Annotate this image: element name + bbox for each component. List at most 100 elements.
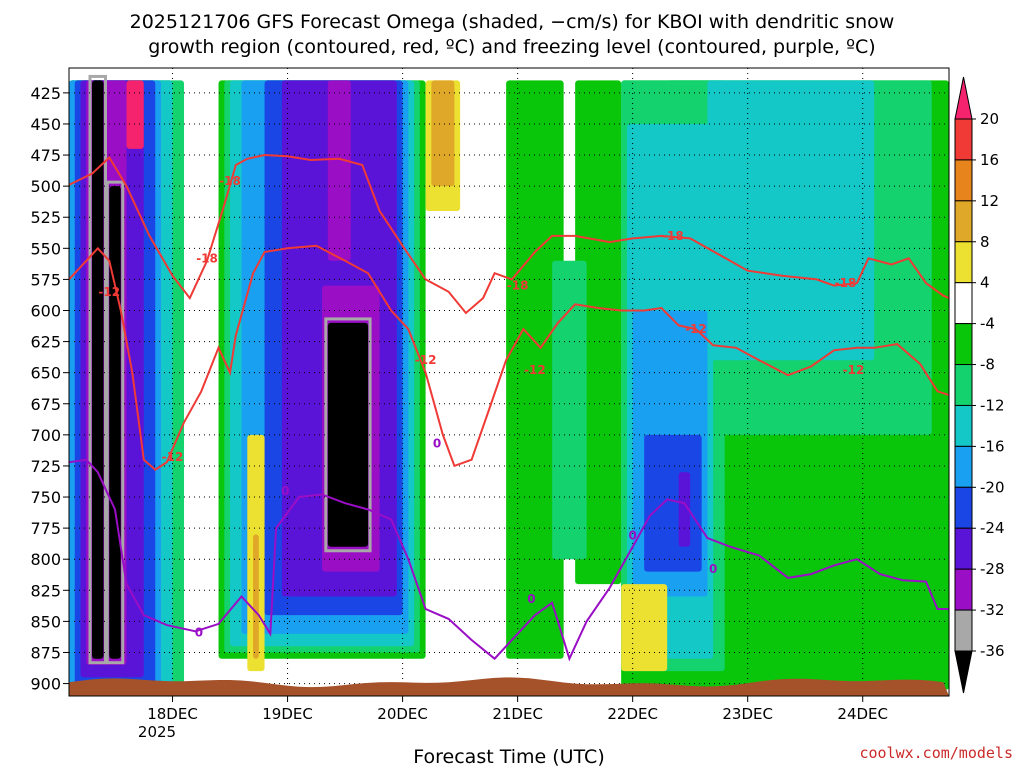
red-contour-label-7: -18 bbox=[662, 229, 684, 243]
purple-contour-label-0: 0 bbox=[195, 626, 203, 640]
colorbar-label-9: -20 bbox=[980, 478, 1005, 496]
omega-band-8-1 bbox=[253, 534, 259, 659]
colorbar-swatch-3 bbox=[954, 200, 973, 243]
omega-band-m36-0 bbox=[92, 80, 104, 659]
red-contour-label-0: -18 bbox=[219, 174, 241, 188]
colorbar-label-8: -16 bbox=[980, 437, 1005, 455]
purple-contour-label-1: 0 bbox=[281, 484, 289, 498]
colorbar-swatch-8 bbox=[954, 404, 973, 447]
colorbar-swatch-10 bbox=[954, 486, 973, 529]
purple-contour-label-2: 0 bbox=[433, 437, 441, 451]
omega-band-m8-2 bbox=[506, 80, 564, 659]
red-contour-label-2: -12 bbox=[98, 285, 120, 299]
colorbar-label-6: -8 bbox=[980, 356, 995, 374]
red-contour-label-8: -12 bbox=[685, 322, 707, 336]
red-contour-label-3: -12 bbox=[162, 450, 184, 464]
y-tick-label-675: 675 bbox=[30, 395, 61, 414]
omega-band-m24-2 bbox=[644, 434, 702, 572]
omega-band-m36-2 bbox=[327, 322, 369, 547]
colorbar-swatch-11 bbox=[954, 527, 973, 570]
colorbar-cap-bottom bbox=[954, 650, 973, 694]
colorbar-label-3: 8 bbox=[980, 233, 990, 251]
y-tick-label-525: 525 bbox=[30, 208, 61, 227]
colorbar-swatch-2 bbox=[954, 159, 973, 202]
contour-labels: -18 -18 -12 -12 -18 -12 -12 -18 -12 -18 -12 0 0 0 0 0 0 bbox=[98, 174, 864, 639]
colorbar-label-7: -12 bbox=[980, 396, 1005, 414]
colorbar-swatch-5 bbox=[954, 282, 973, 325]
colorbar-swatch-13 bbox=[954, 609, 973, 652]
purple-contour-label-4: 0 bbox=[628, 529, 636, 543]
colorbar-label-12: -32 bbox=[980, 601, 1005, 619]
x-tick-label-18DEC: 18DEC bbox=[147, 705, 198, 723]
colorbar-label-0: 20 bbox=[980, 110, 999, 128]
colorbar-swatch-4 bbox=[954, 241, 973, 284]
y-tick-label-500: 500 bbox=[30, 177, 61, 196]
x-axis-title: Forecast Time (UTC) bbox=[413, 746, 604, 768]
gridlines bbox=[69, 68, 949, 696]
omega-band-m16-3 bbox=[707, 80, 875, 361]
purple-contour-label-3: 0 bbox=[527, 592, 535, 606]
colorbar-label-1: 16 bbox=[980, 151, 999, 169]
y-tick-label-450: 450 bbox=[30, 115, 61, 134]
dgz-minus12-contour bbox=[69, 244, 949, 471]
purple-contour-label-5: 0 bbox=[709, 562, 717, 576]
y-axis: 425 450 475 500 525 550 575 600 625 650 675 700 725 7… bbox=[30, 84, 69, 694]
y-tick-label-600: 600 bbox=[30, 301, 61, 320]
omega-band-4-2 bbox=[621, 584, 668, 672]
colorbar-label-2: 12 bbox=[980, 192, 999, 210]
y-tick-label-900: 900 bbox=[30, 675, 61, 694]
colorbar-swatch-12 bbox=[954, 568, 973, 611]
omega-band-m36-1 bbox=[109, 186, 121, 659]
terrain-polygon bbox=[69, 677, 949, 696]
y-tick-label-625: 625 bbox=[30, 333, 61, 352]
y-tick-label-550: 550 bbox=[30, 239, 61, 258]
y-tick-label-650: 650 bbox=[30, 364, 61, 383]
contour-lines bbox=[69, 153, 949, 662]
omega-band-20-0 bbox=[126, 80, 144, 149]
chart-title-line1: 2025121706 GFS Forecast Omega (shaded, −… bbox=[130, 11, 895, 33]
omega-band-m28-2 bbox=[678, 472, 691, 547]
omega-band-m12-4 bbox=[552, 260, 587, 560]
x-tick-label-20DEC: 20DEC bbox=[377, 705, 428, 723]
x-tick-label-22DEC: 22DEC bbox=[607, 705, 658, 723]
y-tick-label-775: 775 bbox=[30, 519, 61, 538]
y-tick-label-425: 425 bbox=[30, 84, 61, 103]
dgz-minus18-contour bbox=[69, 153, 949, 315]
x-axis: 18DEC 19DEC 20DEC 21DEC 22DEC 23DEC 24DEC bbox=[147, 696, 888, 723]
colorbar-label-5: -4 bbox=[980, 315, 995, 333]
y-tick-label-700: 700 bbox=[30, 426, 61, 445]
colorbar-cap-top bbox=[954, 76, 973, 120]
year-label: 2025 bbox=[138, 723, 176, 741]
colorbar-label-13: -36 bbox=[980, 642, 1005, 660]
y-tick-label-875: 875 bbox=[30, 643, 61, 662]
freezing-level-contour bbox=[69, 458, 949, 662]
omega-band-8-0 bbox=[431, 80, 455, 187]
x-tick-label-21DEC: 21DEC bbox=[492, 705, 543, 723]
y-tick-label-725: 725 bbox=[30, 457, 61, 476]
x-tick-label-19DEC: 19DEC bbox=[262, 705, 313, 723]
red-contour-label-6: -12 bbox=[524, 363, 546, 377]
red-contour-label-10: -12 bbox=[843, 363, 865, 377]
omega-grey-rim-0 bbox=[88, 74, 108, 665]
chart-title-line2: growth region (contoured, red, ºC) and f… bbox=[148, 36, 875, 58]
y-tick-label-850: 850 bbox=[30, 612, 61, 631]
omega-shading bbox=[69, 74, 949, 690]
y-tick-label-575: 575 bbox=[30, 270, 61, 289]
red-contour-label-1: -18 bbox=[196, 251, 218, 265]
y-tick-label-800: 800 bbox=[30, 550, 61, 569]
x-tick-label-23DEC: 23DEC bbox=[722, 705, 773, 723]
colorbar-label-10: -24 bbox=[980, 519, 1005, 537]
y-tick-label-475: 475 bbox=[30, 146, 61, 165]
credit-text: coolwx.com/models bbox=[859, 744, 1013, 762]
colorbar-swatch-6 bbox=[954, 323, 973, 366]
red-contour-label-9: -18 bbox=[835, 276, 857, 290]
y-tick-label-750: 750 bbox=[30, 488, 61, 507]
colorbar-label-11: -28 bbox=[980, 560, 1005, 578]
y-tick-label-825: 825 bbox=[30, 581, 61, 600]
colorbar-swatch-9 bbox=[954, 445, 973, 488]
omega-band-m32-2 bbox=[327, 80, 351, 261]
red-contour-label-5: -12 bbox=[415, 353, 437, 367]
terrain-fill bbox=[69, 677, 949, 696]
colorbar-swatch-7 bbox=[954, 364, 973, 406]
